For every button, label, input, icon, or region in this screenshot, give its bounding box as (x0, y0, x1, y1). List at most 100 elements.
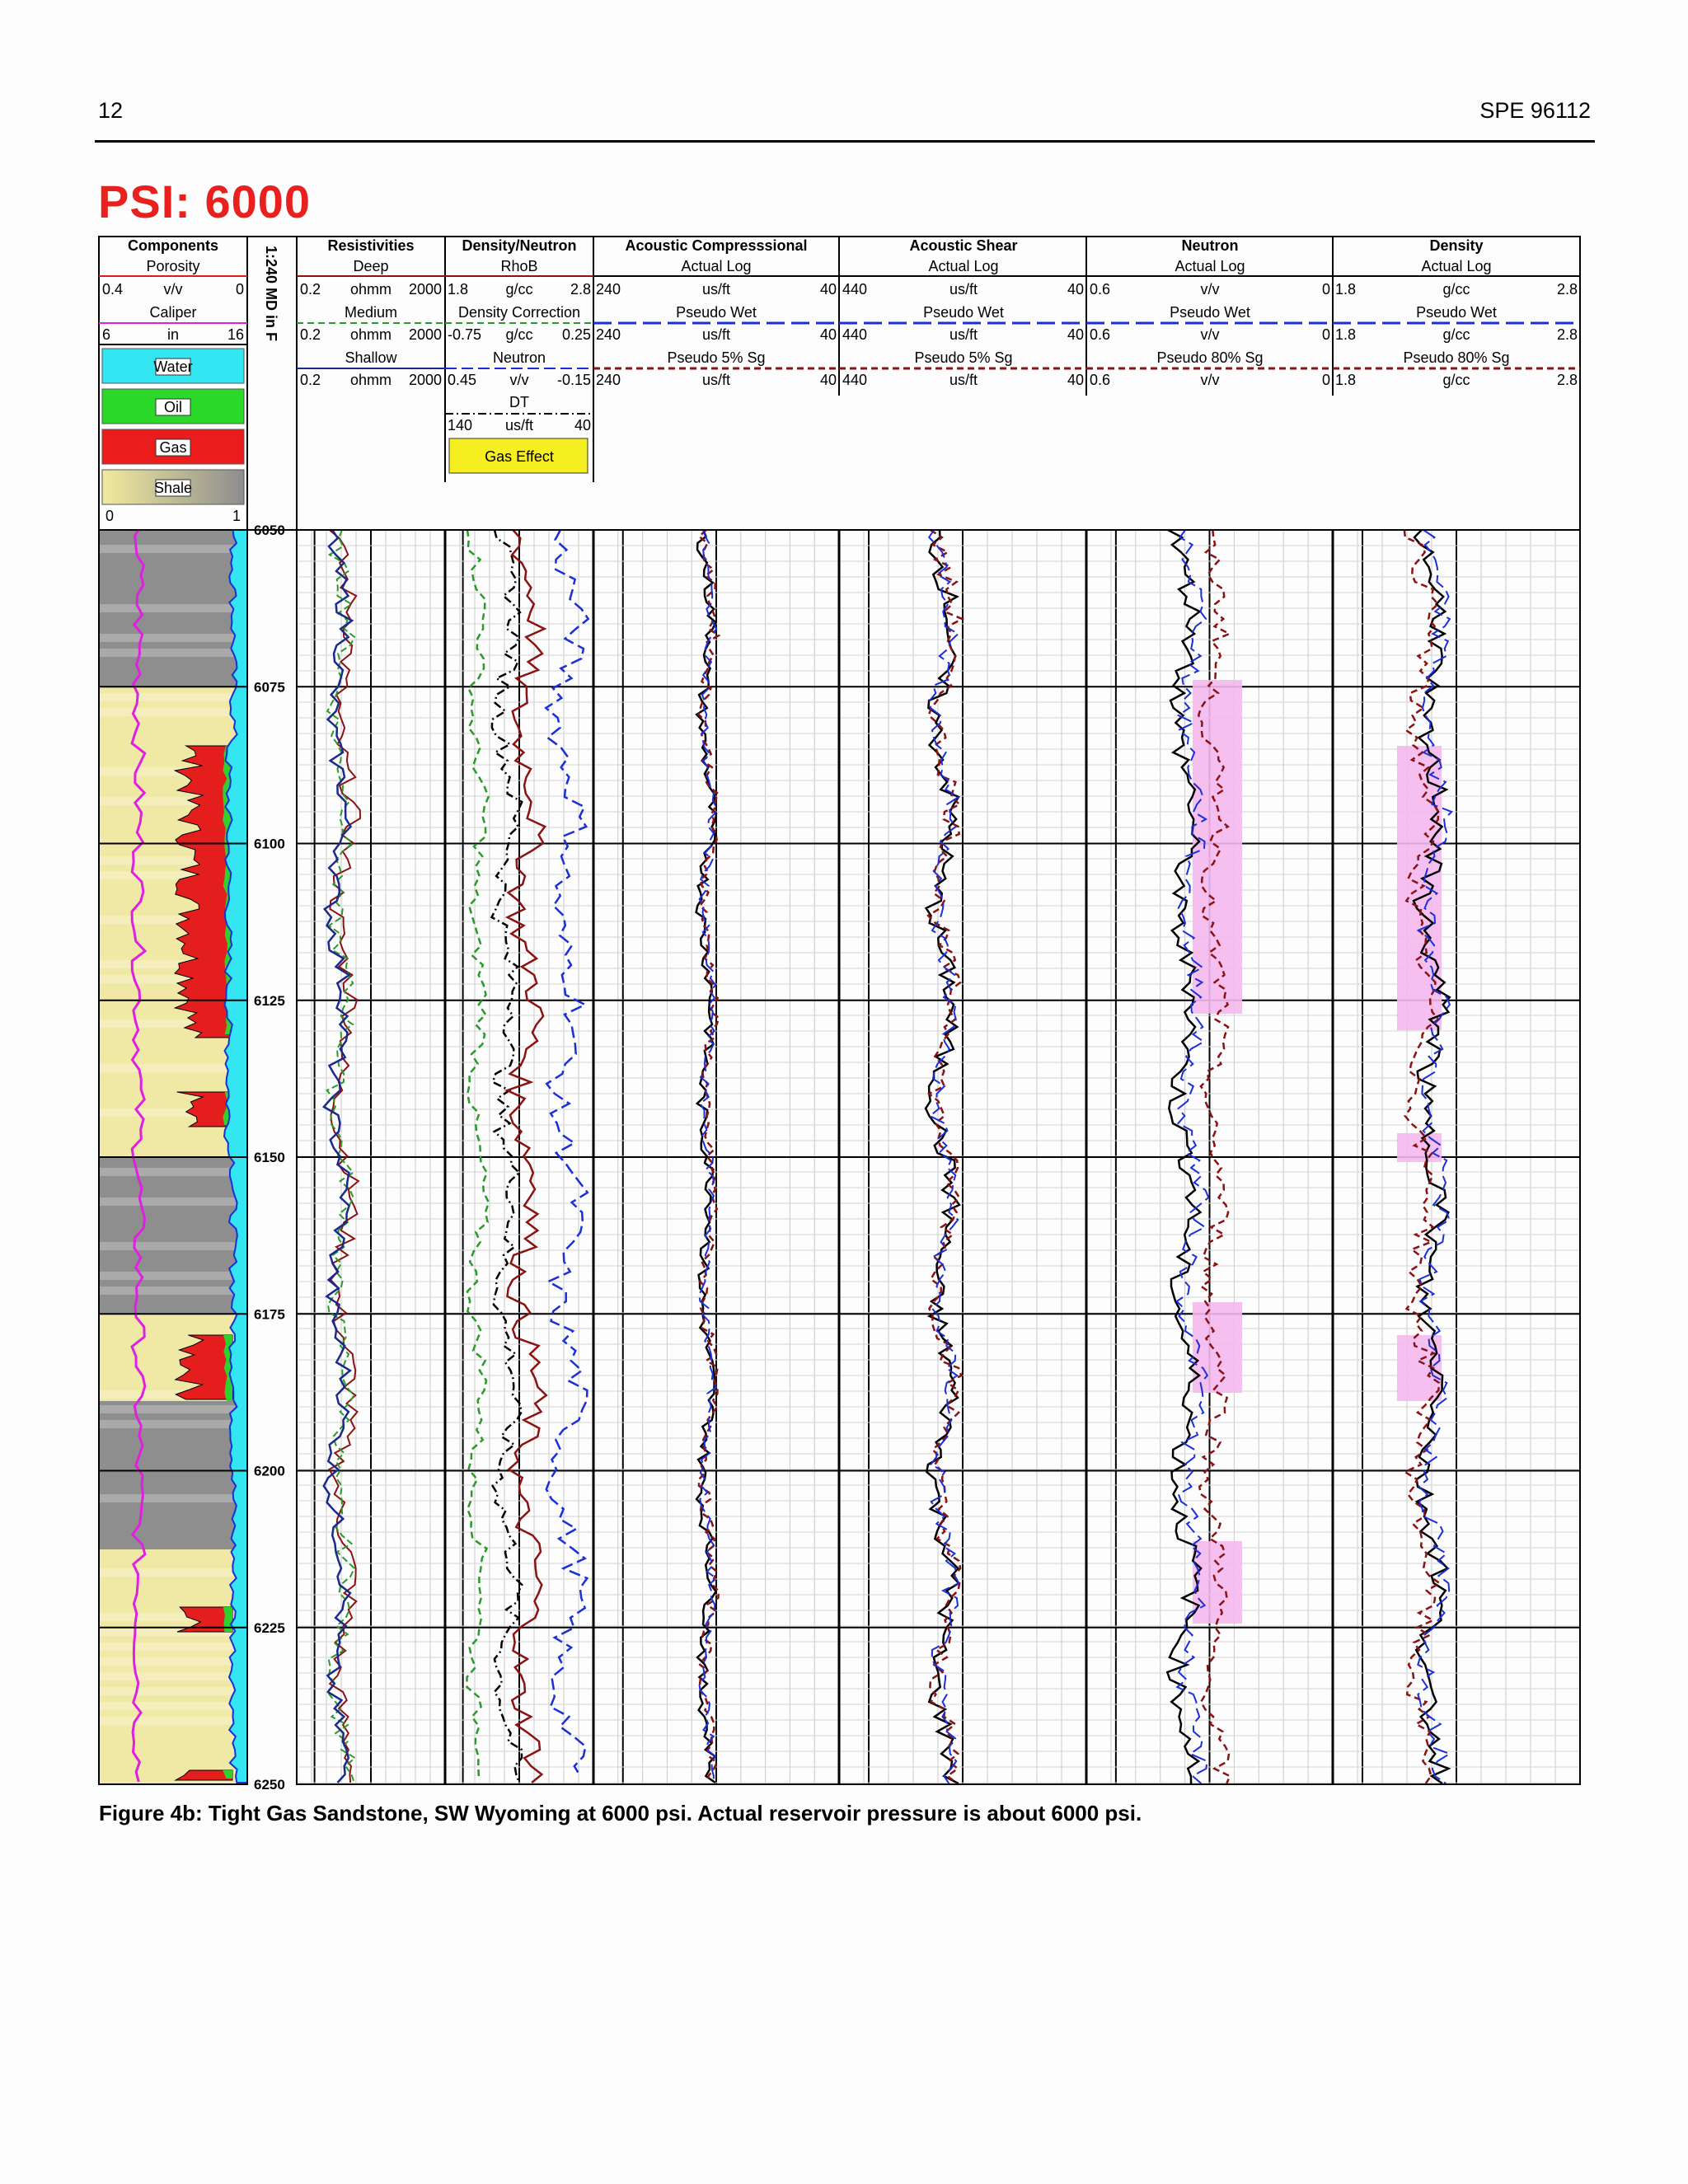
legend-label-shale: Shale (154, 480, 192, 496)
pseudo-gas-fill (1397, 746, 1442, 1030)
components-title: Components (128, 237, 218, 254)
shallow-resistivity-curve (321, 529, 354, 1783)
porosity-scale-unit: v/v (163, 281, 182, 298)
ac-gas-label: Pseudo 5% Sg (667, 349, 765, 366)
as-wet-label: Pseudo Wet (923, 304, 1004, 321)
legend-label-water: Water (153, 359, 192, 375)
header-rule (95, 140, 1595, 143)
legend-label-bg (155, 358, 191, 376)
dt-curve (490, 529, 523, 1783)
ac-wet-right: 40 (820, 326, 837, 343)
lithology-stripe (99, 1108, 247, 1117)
as-actual-unit: us/ft (950, 281, 978, 298)
lithology-stripe (99, 634, 247, 642)
rhob-left: 1.8 (448, 281, 468, 298)
depth-ticks: 6050 6075 6100 6125 6150 6175 6200 6225 6250 (254, 523, 285, 1793)
legend-label-bg (155, 479, 191, 497)
acoustic-compressional-title: Acoustic Compresssional (625, 237, 807, 254)
medium-resistivity-curve (326, 529, 357, 1783)
density-correction-left: -0.75 (448, 326, 481, 343)
depth-tick-label: 6175 (254, 1306, 285, 1322)
legend-label-bg (155, 398, 191, 416)
neutron-curve-unit: v/v (509, 372, 528, 388)
neutron-curve-label: Neutron (493, 349, 546, 366)
oil-fill (223, 1607, 232, 1632)
dn-wet-label: Pseudo Wet (1416, 304, 1497, 321)
dn-actual-unit: g/cc (1442, 281, 1470, 298)
depth-tick-label: 6250 (254, 1777, 285, 1793)
lithology-stripe (99, 1197, 247, 1206)
lithology-band (99, 1158, 247, 1315)
pseudo-gas-fill (1193, 1302, 1242, 1393)
gas-effect-label: Gas Effect (485, 448, 554, 465)
deep-resistivity-curve (328, 529, 362, 1783)
gas-fill (176, 1606, 233, 1633)
dn-gas-label: Pseudo 80% Sg (1403, 349, 1509, 366)
nt-wet-unit: v/v (1200, 326, 1219, 343)
lithology-stripe (99, 1420, 247, 1428)
lithology-stripe (99, 797, 247, 805)
nt-wet-right: 0 (1322, 326, 1330, 343)
resistivity-medium-right: 2000 (409, 326, 442, 343)
as-gas-left: 440 (842, 372, 867, 388)
dn-actual-curve (1412, 529, 1451, 1785)
paper-id: SPE 96112 (1479, 98, 1591, 123)
resistivity-deep-label: Deep (353, 258, 388, 274)
dn-actual-right: 2.8 (1557, 281, 1578, 298)
legend-label-bg (155, 438, 191, 457)
depth-tick-label: 6100 (254, 837, 285, 852)
lithology-stripe (99, 1494, 247, 1502)
nt-gas-left: 0.6 (1090, 372, 1110, 388)
density-title: Density (1429, 237, 1483, 254)
gas-fill (174, 1334, 233, 1400)
lithology-stripe (99, 960, 247, 968)
lithology-band (99, 1549, 247, 1784)
lithology-stripe (99, 1019, 247, 1028)
nt-actual-unit: v/v (1200, 281, 1219, 298)
lithology-stripe (99, 604, 247, 612)
resistivity-shallow-label: Shallow (345, 349, 397, 366)
as-wet-left: 440 (842, 326, 867, 343)
as-wet-curve (927, 529, 961, 1784)
dn-gas-unit: g/cc (1442, 372, 1470, 388)
lithology-stripe (99, 1405, 247, 1413)
nt-actual-label: Actual Log (1175, 258, 1245, 274)
resistivity-shallow-unit: ohmm (350, 372, 392, 388)
as-wet-right: 40 (1067, 326, 1084, 343)
lithology-stripe (99, 1613, 247, 1621)
dt-left: 140 (448, 417, 472, 434)
pseudo-gas-fill (1193, 1541, 1242, 1624)
ac-wet-label: Pseudo Wet (676, 304, 757, 321)
ac-actual-right: 40 (820, 281, 837, 298)
lithology-band (99, 530, 247, 687)
depth-tick-label: 6125 (254, 993, 285, 1009)
density-correction-unit: g/cc (505, 326, 532, 343)
nt-wet-left: 0.6 (1090, 326, 1110, 343)
lithology-stripe (99, 1628, 247, 1636)
gas-fill (173, 745, 233, 1038)
lithology-stripe (99, 545, 247, 553)
ac-wet-curve (698, 529, 718, 1783)
lithology-stripe (99, 708, 247, 716)
oil-fill (223, 1770, 232, 1779)
nt-actual-right: 0 (1322, 281, 1330, 298)
caliper-scale-unit: in (167, 326, 179, 343)
log-tracks-frame (296, 529, 1581, 1785)
as-gas-curve (926, 528, 965, 1784)
legend-label-oil: Oil (164, 399, 182, 415)
caliper-curve (130, 529, 148, 1783)
porosity-scale-left: 0.4 (102, 281, 123, 298)
depth-tick-label: 6050 (254, 523, 285, 538)
components-scale-left: 0 (106, 508, 114, 524)
figure-caption: Figure 4b: Tight Gas Sandstone, SW Wyomi… (99, 1801, 1142, 1825)
legend-boxes: Water Oil Gas Shale Gas Effect (101, 348, 588, 505)
lithology-stripe (99, 693, 247, 701)
ac-gas-left: 240 (596, 372, 621, 388)
porosity-scale-right: 0 (236, 281, 244, 298)
resistivity-deep-left: 0.2 (300, 281, 321, 298)
ac-actual-curve (695, 529, 718, 1784)
rhob-label: RhoB (500, 258, 537, 274)
ac-actual-unit: us/ft (702, 281, 730, 298)
lithology-stripe (99, 649, 247, 657)
